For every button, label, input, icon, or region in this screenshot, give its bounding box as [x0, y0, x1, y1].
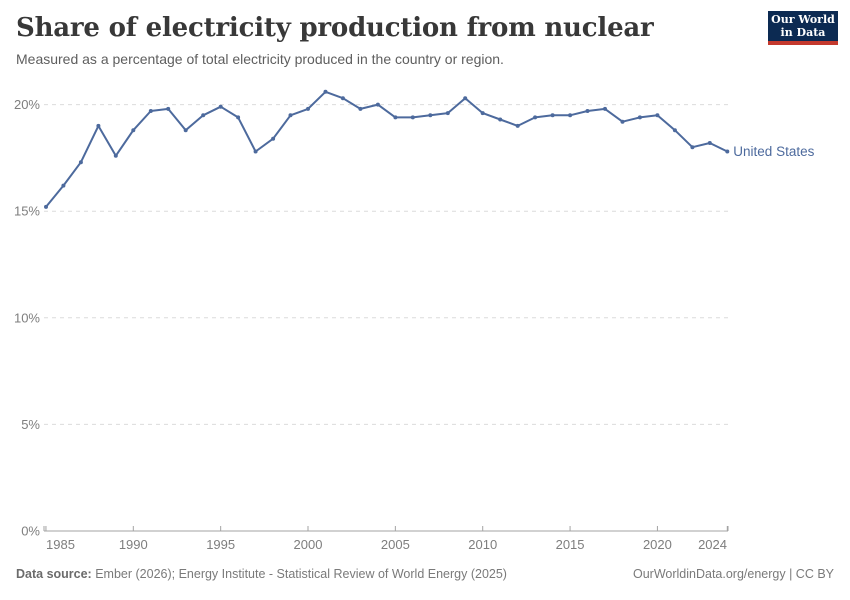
data-point-marker[interactable] [725, 149, 730, 154]
data-point-marker[interactable] [463, 96, 468, 101]
owid-logo-line2: in Data [780, 26, 826, 39]
data-point-marker[interactable] [218, 104, 223, 109]
data-point-marker[interactable] [340, 96, 345, 101]
data-point-marker[interactable] [550, 113, 555, 118]
y-tick-label: 5% [21, 417, 40, 432]
data-point-marker[interactable] [620, 119, 625, 124]
data-point-marker[interactable] [271, 136, 276, 141]
data-point-marker[interactable] [498, 117, 503, 122]
data-point-marker[interactable] [533, 115, 538, 120]
license-link[interactable]: OurWorldinData.org/energy | CC BY [632, 567, 834, 581]
data-point-marker[interactable] [113, 153, 118, 158]
data-point-marker[interactable] [288, 113, 293, 118]
data-point-marker[interactable] [323, 89, 328, 94]
data-point-marker[interactable] [515, 123, 520, 128]
chart-footer: Data source: Ember (2026); Energy Instit… [16, 567, 834, 581]
data-point-marker[interactable] [201, 113, 206, 118]
data-point-marker[interactable] [637, 115, 642, 120]
data-point-marker[interactable] [183, 128, 188, 133]
data-point-marker[interactable] [253, 149, 258, 154]
data-source-note: Data source: Ember (2026); Energy Instit… [16, 567, 507, 581]
data-source-label: Data source: [16, 567, 92, 581]
series-end-label[interactable]: United States [733, 144, 814, 159]
data-point-marker[interactable] [393, 115, 398, 120]
data-point-marker[interactable] [358, 106, 363, 111]
data-point-marker[interactable] [131, 128, 136, 133]
y-tick-label: 15% [14, 204, 40, 219]
page-title: Share of electricity production from nuc… [16, 13, 654, 43]
data-point-marker[interactable] [585, 109, 590, 113]
data-point-marker[interactable] [568, 113, 573, 118]
data-point-marker[interactable] [428, 113, 433, 118]
owid-logo-line1: Our World [771, 13, 835, 26]
x-tick-label: 1985 [46, 537, 75, 552]
x-tick-label: 2020 [643, 537, 672, 552]
data-point-marker[interactable] [672, 128, 677, 133]
data-point-marker[interactable] [166, 106, 171, 111]
data-point-marker[interactable] [690, 145, 695, 150]
x-tick-label: 2015 [556, 537, 585, 552]
y-tick-label: 0% [21, 524, 40, 539]
x-tick-label: 2010 [468, 537, 497, 552]
data-point-marker[interactable] [445, 111, 450, 116]
data-point-marker[interactable] [655, 113, 660, 118]
chart-subtitle: Measured as a percentage of total electr… [16, 51, 504, 67]
x-tick-label: 1990 [119, 537, 148, 552]
data-point-marker[interactable] [410, 115, 415, 120]
data-point-marker[interactable] [480, 111, 485, 116]
data-point-marker[interactable] [707, 141, 712, 145]
owid-logo[interactable]: Our World in Data [768, 11, 838, 45]
data-point-marker[interactable] [61, 183, 66, 188]
data-point-marker[interactable] [603, 106, 607, 111]
data-point-marker[interactable] [306, 106, 310, 111]
data-point-marker[interactable] [148, 109, 153, 113]
data-point-marker[interactable] [375, 102, 380, 107]
x-tick-label: 2005 [381, 537, 410, 552]
x-tick-label: 2024 [698, 537, 727, 552]
data-point-marker[interactable] [44, 204, 48, 209]
y-tick-label: 10% [14, 310, 40, 325]
x-tick-label: 2000 [294, 537, 323, 552]
data-point-marker[interactable] [236, 115, 241, 120]
data-source-text: Ember (2026); Energy Institute - Statist… [91, 567, 507, 581]
x-tick-label: 1995 [206, 537, 235, 552]
y-tick-label: 20% [14, 97, 40, 112]
data-point-marker[interactable] [96, 123, 101, 128]
data-point-marker[interactable] [78, 160, 83, 165]
series-line[interactable] [45, 90, 729, 208]
